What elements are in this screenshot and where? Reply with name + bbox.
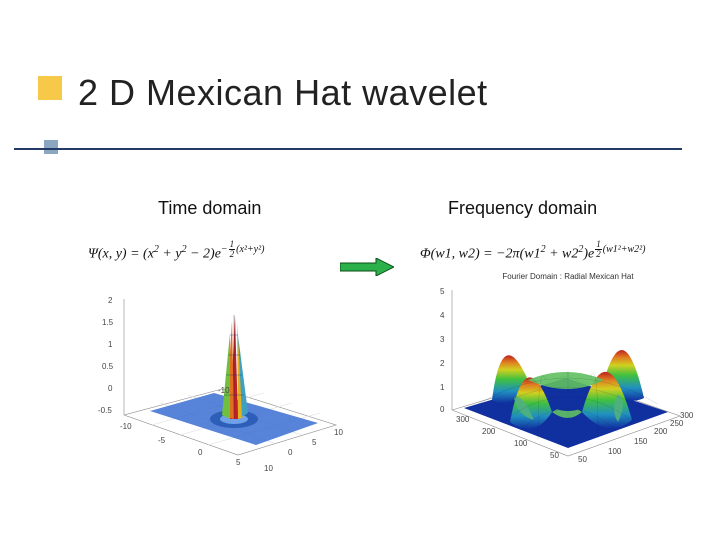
arrow-icon (340, 258, 394, 281)
title-subbox-icon (44, 140, 58, 154)
svg-text:5: 5 (440, 287, 445, 296)
svg-text:250: 250 (670, 419, 684, 428)
svg-text:50: 50 (578, 455, 587, 464)
svg-text:5: 5 (312, 438, 317, 447)
svg-text:-0.5: -0.5 (98, 406, 112, 415)
freq-plot-title: Fourier Domain : Radial Mexican Hat (478, 272, 658, 281)
svg-text:300: 300 (680, 411, 694, 420)
frequency-domain-plot: Fourier Domain : Radial Mexican Hat (418, 272, 678, 462)
svg-text:10: 10 (264, 464, 273, 473)
frequency-domain-formula: Φ(w1, w2) = −2π(w12 + w22)e12(w1²+w2²) (420, 240, 646, 262)
title-underline (14, 148, 682, 150)
svg-text:0: 0 (108, 384, 113, 393)
svg-text:-5: -5 (158, 436, 166, 445)
svg-text:5: 5 (236, 458, 241, 467)
svg-text:2: 2 (440, 359, 445, 368)
svg-text:-10: -10 (120, 422, 132, 431)
time-domain-label: Time domain (158, 198, 261, 219)
time-domain-plot: 2 1.5 1 0.5 0 -0.5 -10 -5 0 5 10 10 5 0 … (88, 285, 348, 475)
svg-text:0: 0 (288, 448, 293, 457)
svg-text:2: 2 (108, 296, 113, 305)
svg-text:10: 10 (334, 428, 343, 437)
svg-text:300: 300 (456, 415, 470, 424)
svg-text:50: 50 (550, 451, 559, 460)
slide-title: 2 D Mexican Hat wavelet (38, 72, 682, 114)
svg-text:200: 200 (654, 427, 668, 436)
svg-text:4: 4 (440, 311, 445, 320)
svg-text:100: 100 (608, 447, 622, 456)
title-bullet-icon (38, 76, 62, 100)
svg-text:0: 0 (198, 448, 203, 457)
time-domain-formula: Ψ(x, y) = (x2 + y2 − 2)e−12(x²+y²) (88, 240, 264, 262)
svg-text:150: 150 (634, 437, 648, 446)
svg-text:3: 3 (440, 335, 445, 344)
svg-text:-10: -10 (218, 386, 230, 395)
frequency-domain-label: Frequency domain (448, 198, 597, 219)
svg-text:1.5: 1.5 (102, 318, 114, 327)
svg-text:1: 1 (108, 340, 113, 349)
svg-text:0.5: 0.5 (102, 362, 114, 371)
slide-title-block: 2 D Mexican Hat wavelet (38, 72, 682, 114)
svg-text:200: 200 (482, 427, 496, 436)
svg-text:100: 100 (514, 439, 528, 448)
svg-text:0: 0 (440, 405, 445, 414)
svg-text:1: 1 (440, 383, 445, 392)
